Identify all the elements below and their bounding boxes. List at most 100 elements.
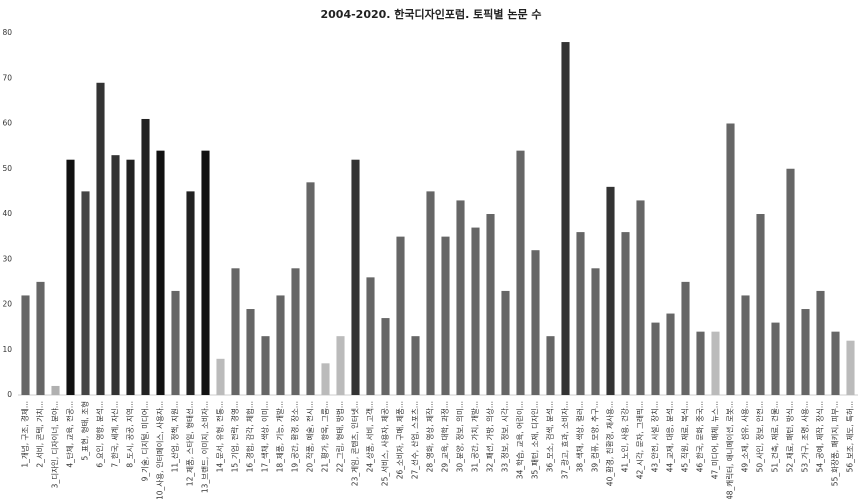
x-tick-label: 46_한국, 문화, 중국...: [696, 401, 705, 472]
bar: [816, 290, 825, 395]
bar: [321, 363, 330, 395]
bar: [186, 191, 195, 395]
bar: [711, 331, 720, 395]
x-tick-label: 9_기술, 디지털, 미디어...: [140, 401, 150, 481]
bar: [516, 150, 525, 395]
bar: [81, 191, 90, 395]
bar: [756, 214, 765, 395]
bar: [366, 277, 375, 395]
bar: [666, 313, 675, 395]
x-tick-label: 50_사인, 정보, 안전...: [755, 401, 765, 472]
x-tick-label: 25_서비스, 사용자, 제공...: [381, 401, 390, 486]
bar: [231, 268, 240, 395]
x-tick-label: 8_도시, 공공, 지역...: [125, 401, 135, 468]
x-tick-label: 53_가구, 조명, 사용...: [800, 401, 810, 472]
bar: [351, 159, 360, 395]
bar: [681, 281, 690, 395]
bar: [561, 42, 570, 396]
x-tick-label: 43_안전, 시설, 장치...: [650, 401, 660, 472]
bar: [306, 182, 315, 395]
x-tick-label: 27_선수, 산업, 스포츠...: [410, 401, 420, 479]
x-tick-label: 11_산업, 정책, 지원...: [170, 401, 180, 472]
x-tick-label: 48_캐릭터, 애니메이션, 로봇...: [725, 401, 735, 499]
x-tick-label: 49_소재, 섬유, 사용...: [740, 401, 750, 472]
x-tick-label: 23_게임, 콘텐츠, 인터넷...: [350, 401, 360, 486]
bar: [696, 331, 705, 395]
x-tick-label: 15_기업, 전략, 경영...: [230, 401, 240, 472]
x-tick-label: 38_색채, 색상, 컬러...: [575, 401, 585, 472]
bar: [741, 295, 750, 395]
x-tick-label: 1_개념, 구조, 경제...: [20, 401, 30, 468]
bar: [651, 322, 660, 395]
bar: [276, 295, 285, 395]
bar: [636, 200, 645, 395]
x-tick-label: 12_제품, 스타일, 형태선...: [186, 401, 195, 486]
x-tick-label: 52_재료, 패턴, 방식...: [785, 401, 795, 472]
y-tick-label: 30: [2, 254, 12, 263]
x-tick-label: 36_모소, 검색, 분석...: [545, 401, 555, 472]
bar: [291, 268, 300, 395]
bar: [261, 336, 270, 395]
x-tick-label: 42_시각, 문자, 그래픽...: [635, 401, 645, 479]
bar: [66, 159, 75, 395]
x-tick-label: 18_제품, 기능, 개발...: [275, 401, 285, 472]
x-tick-label: 29_교육, 대학, 과정...: [440, 401, 450, 472]
x-tick-label: 6_요인, 영향, 분석...: [95, 401, 105, 468]
bar: [201, 150, 210, 395]
bar: [141, 118, 150, 395]
x-tick-label: 30_분양, 정보, 의미...: [455, 401, 465, 472]
x-tick-label: 13_브랜드, 이미지, 소비자...: [200, 401, 210, 493]
bar: [51, 385, 60, 395]
x-tick-label: 37_광고, 효과, 소비자...: [560, 401, 570, 479]
bar: [111, 155, 120, 395]
bar: [726, 123, 735, 395]
bar: [606, 186, 615, 395]
x-tick-label: 54_공예, 제작, 장식...: [815, 401, 825, 472]
y-tick-label: 40: [2, 209, 12, 218]
x-tick-label: 24_상품, 서비, 고객...: [365, 401, 375, 472]
bar: [216, 358, 225, 395]
bar: [411, 336, 420, 395]
x-tick-label: 45_직원, 재료, 복식...: [680, 401, 690, 472]
bar: [531, 250, 540, 395]
x-tick-label: 33_정보, 정보, 시각...: [500, 401, 510, 472]
x-tick-label: 17_색채, 색상, 이미...: [260, 401, 270, 472]
bar: [771, 322, 780, 395]
bar: [576, 232, 585, 395]
x-tick-label: 4_단체, 교육, 전공...: [65, 401, 75, 468]
x-tick-label: 7_한국, 세계, 자신...: [110, 401, 120, 468]
chart-title: 2004-2020. 한국디자인포럼. 토픽별 논문 수: [320, 7, 541, 21]
bar: [456, 200, 465, 395]
x-tick-label: 56_보조, 제도, 특허...: [846, 401, 855, 472]
x-tick-label: 22_그림, 형태, 방법...: [335, 401, 345, 472]
bar: [426, 191, 435, 395]
x-tick-label: 39_컴퓨, 모양, 추구...: [591, 401, 600, 472]
bar: [381, 318, 390, 395]
y-tick-label: 70: [2, 73, 12, 82]
x-tick-label: 2_서비, 콘텍, 가치...: [35, 401, 45, 468]
bar: [621, 232, 630, 395]
y-tick-label: 60: [2, 119, 12, 128]
x-tick-label: 5_표현, 형태, 조형: [81, 401, 90, 460]
x-tick-label: 34_학습, 교육, 어린이...: [515, 401, 525, 479]
x-tick-label: 26_소비자, 구매, 제품...: [396, 401, 405, 479]
x-tick-label: 41_노인, 사용, 건강...: [620, 401, 630, 472]
y-tick-label: 50: [2, 164, 12, 173]
bar: [96, 82, 105, 396]
x-tick-label: 35_패턴, 소재, 디자인...: [530, 401, 540, 479]
bar: [546, 336, 555, 395]
bar: [36, 281, 45, 395]
x-tick-label: 14_문서, 유형, 전통...: [215, 401, 225, 472]
x-tick-label: 51_건축, 재료, 건물...: [770, 401, 780, 472]
bar: [126, 159, 135, 395]
x-tick-label: 40_환경, 친환경, 재사용...: [605, 401, 615, 486]
bar: [831, 331, 840, 395]
bar: [441, 236, 450, 395]
x-tick-label: 21_평가, 항목, 그룹...: [320, 401, 330, 472]
x-tick-label: 55_화장품, 패키지, 피부...: [830, 401, 840, 486]
y-tick-label: 10: [2, 345, 12, 354]
bar: [396, 236, 405, 395]
x-tick-label: 16_경험, 감각, 체험...: [245, 401, 255, 472]
bar: [501, 290, 510, 395]
